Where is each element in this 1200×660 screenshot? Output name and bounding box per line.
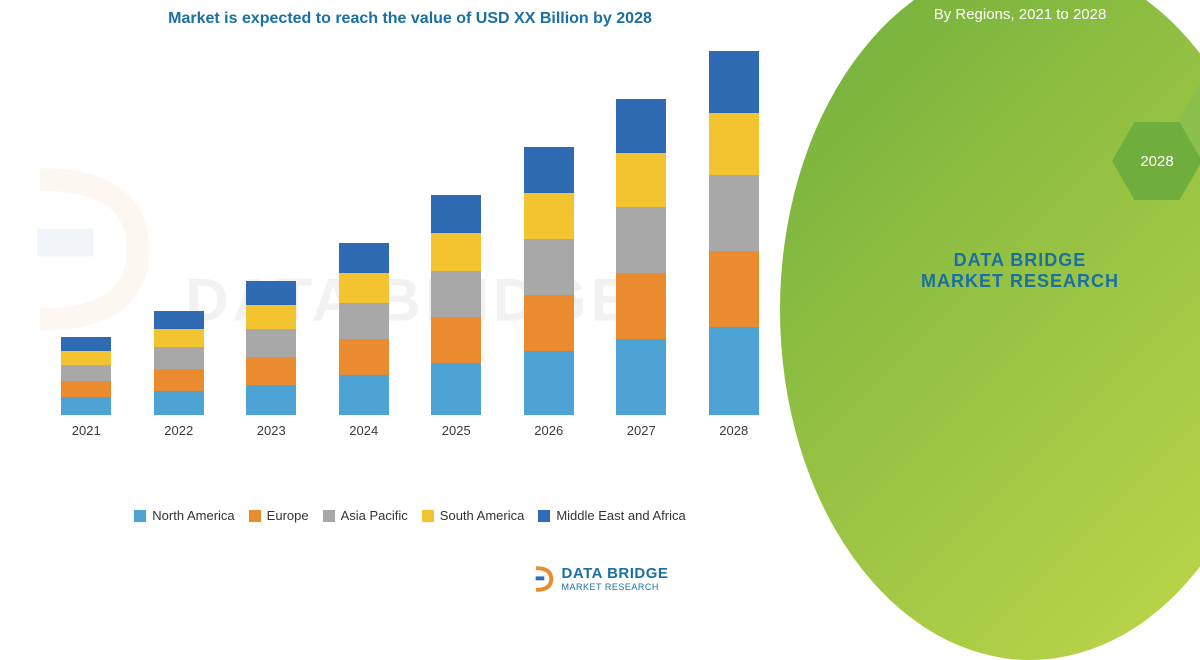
- left-title: Market is expected to reach the value of…: [20, 10, 800, 28]
- bar-segment: [154, 347, 204, 369]
- legend-swatch: [134, 510, 146, 522]
- bar-segment: [431, 233, 481, 271]
- bar-segment: [616, 153, 666, 207]
- legend-swatch: [538, 510, 550, 522]
- bar-segment: [246, 305, 296, 329]
- bar-segment: [524, 351, 574, 415]
- bar-segment: [61, 365, 111, 381]
- right-bg-circle: [780, 0, 1200, 660]
- bar-segment: [709, 51, 759, 113]
- bar-segment: [61, 397, 111, 415]
- bar-segment: [524, 295, 574, 351]
- legend-swatch: [323, 510, 335, 522]
- legend-label: South America: [440, 508, 525, 523]
- bar-segment: [616, 99, 666, 153]
- brand-text: DATA BRIDGE MARKET RESEARCH: [910, 250, 1130, 292]
- bar-group: 2024: [334, 243, 394, 438]
- bar-label: 2023: [257, 423, 286, 438]
- footer-logo-mark: [532, 566, 554, 592]
- footer-logo: DATA BRIDGE MARKET RESEARCH: [532, 565, 669, 592]
- bar-label: 2021: [72, 423, 101, 438]
- bar-segment: [246, 329, 296, 357]
- bar-segment: [339, 339, 389, 375]
- bar-segment: [154, 391, 204, 415]
- bar-segment: [616, 273, 666, 339]
- bar-segment: [431, 271, 481, 317]
- bar-stack: [246, 281, 296, 415]
- bar-group: 2023: [241, 281, 301, 438]
- bar-segment: [339, 375, 389, 415]
- legend-item: Europe: [249, 508, 309, 523]
- bar-segment: [246, 281, 296, 305]
- bar-segment: [61, 351, 111, 365]
- bar-segment: [431, 195, 481, 233]
- bar-segment: [524, 193, 574, 239]
- bar-group: 2028: [704, 51, 764, 438]
- legend-item: Middle East and Africa: [538, 508, 685, 523]
- footer-logo-text: DATA BRIDGE MARKET RESEARCH: [562, 565, 669, 592]
- bar-segment: [61, 381, 111, 397]
- legend-item: Asia Pacific: [323, 508, 408, 523]
- root: DATA BRIDGE Market is expected to reach …: [0, 0, 1200, 600]
- bar-stack: [524, 147, 574, 415]
- bar-group: 2025: [426, 195, 486, 438]
- bar-segment: [524, 239, 574, 295]
- bar-stack: [154, 311, 204, 415]
- bar-segment: [524, 147, 574, 193]
- bar-label: 2026: [534, 423, 563, 438]
- legend-label: Middle East and Africa: [556, 508, 685, 523]
- bar-label: 2024: [349, 423, 378, 438]
- right-title: By Regions, 2021 to 2028: [860, 6, 1180, 23]
- bar-label: 2027: [627, 423, 656, 438]
- legend-label: North America: [152, 508, 234, 523]
- bar-stack: [616, 99, 666, 415]
- legend-label: Europe: [267, 508, 309, 523]
- footer-logo-line1: DATA BRIDGE: [562, 565, 669, 582]
- bar-label: 2025: [442, 423, 471, 438]
- bar-group: 2021: [56, 337, 116, 438]
- bar-group: 2027: [611, 99, 671, 438]
- legend: North America Europe Asia Pacific South Ame…: [20, 468, 800, 523]
- bar-segment: [431, 317, 481, 363]
- bar-segment: [154, 369, 204, 391]
- bar-segment: [339, 273, 389, 303]
- chart-area: 2021 2022 2023 2024 2025 2026 2027 2028: [20, 38, 800, 468]
- footer-logo-line2: MARKET RESEARCH: [562, 582, 669, 592]
- legend-item: North America: [134, 508, 234, 523]
- bar-segment: [246, 385, 296, 415]
- bar-segment: [339, 243, 389, 273]
- chart-plot: 2021 2022 2023 2024 2025 2026 2027 2028: [40, 38, 780, 438]
- bar-stack: [709, 51, 759, 415]
- bar-segment: [154, 329, 204, 347]
- bar-segment: [709, 113, 759, 175]
- left-panel: DATA BRIDGE Market is expected to reach …: [0, 0, 820, 600]
- bar-segment: [431, 363, 481, 415]
- bar-stack: [431, 195, 481, 415]
- bar-segment: [709, 251, 759, 327]
- bar-stack: [61, 337, 111, 415]
- bar-stack: [339, 243, 389, 415]
- bar-segment: [339, 303, 389, 339]
- bar-group: 2022: [149, 311, 209, 438]
- legend-swatch: [249, 510, 261, 522]
- bar-segment: [616, 339, 666, 415]
- hex-front-label: 2028: [1140, 153, 1173, 170]
- legend-swatch: [422, 510, 434, 522]
- legend-item: South America: [422, 508, 525, 523]
- bar-segment: [616, 207, 666, 273]
- bar-segment: [709, 327, 759, 415]
- right-panel: By Regions, 2021 to 2028 2021 2028 DATA …: [820, 0, 1200, 600]
- legend-label: Asia Pacific: [341, 508, 408, 523]
- bar-segment: [154, 311, 204, 329]
- bar-label: 2022: [164, 423, 193, 438]
- bar-segment: [246, 357, 296, 385]
- bar-group: 2026: [519, 147, 579, 438]
- bar-segment: [709, 175, 759, 251]
- bar-label: 2028: [719, 423, 748, 438]
- bar-segment: [61, 337, 111, 351]
